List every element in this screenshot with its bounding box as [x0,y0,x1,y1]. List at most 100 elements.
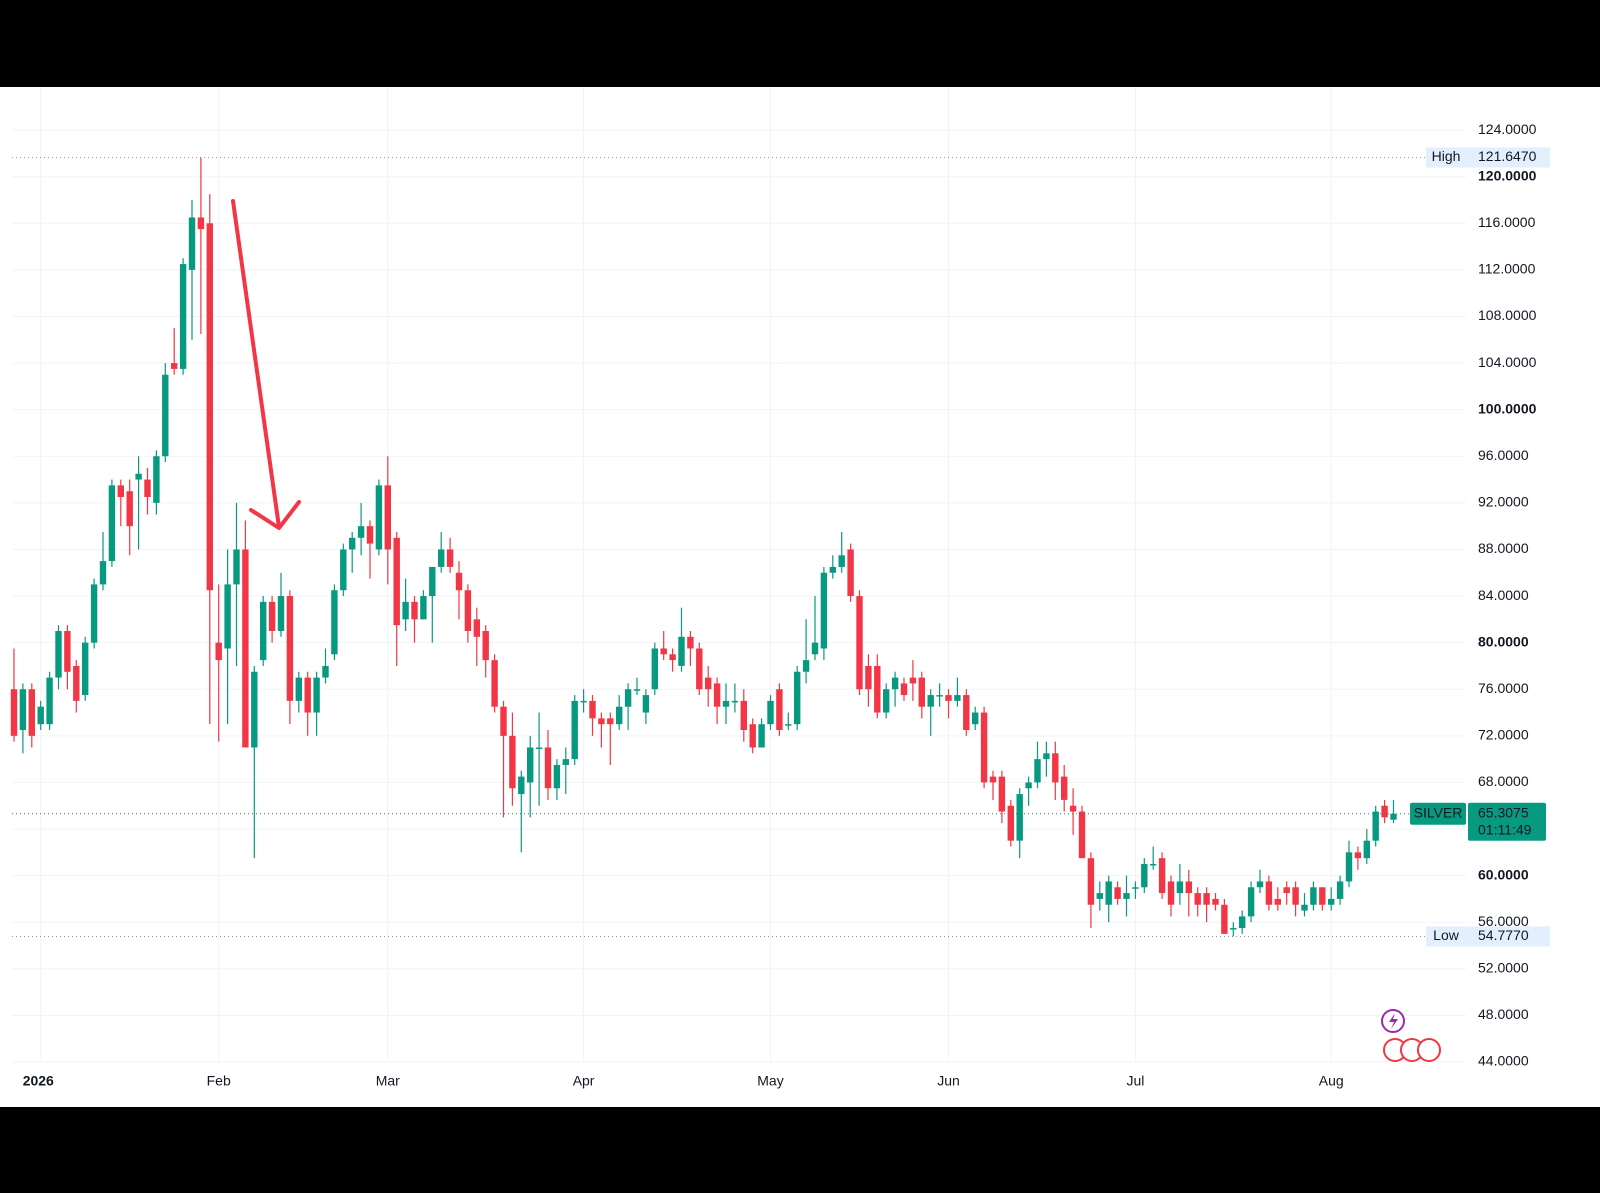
plot: 44.000048.000052.000056.000060.000064.00… [10,87,1550,1089]
candle-body [1328,898,1335,905]
candle-body [794,671,801,725]
candle-body [1025,782,1032,789]
candle-body [776,689,783,731]
candle-body [1069,805,1077,812]
candle-body [1105,881,1112,905]
price-tag [1468,802,1546,841]
candle-body [1034,759,1041,783]
candle-body [1007,805,1014,841]
y-tick-label: 44.0000 [1478,1053,1529,1069]
high-tag [1426,147,1550,168]
candle-body [491,660,498,707]
candle-body [900,683,908,696]
candle-body [277,596,285,631]
y-tick-label: 96.0000 [1478,447,1529,463]
candle-body [464,590,472,631]
candle-body [473,619,480,637]
candle-body [1221,904,1228,934]
candle-body [1381,805,1388,818]
candle-body [135,473,142,480]
candle-body [1176,881,1184,894]
y-tick-label: 48.0000 [1478,1006,1529,1022]
candle-body [918,677,925,707]
y-tick-label: 56.0000 [1478,913,1529,929]
candle-body [251,671,258,748]
candle-body [865,665,872,690]
candle-body [589,700,596,719]
y-tick-label: 68.0000 [1478,773,1529,789]
candle-body [598,718,605,725]
candle-body [46,677,53,725]
candle-body [108,485,116,562]
candle-body [883,689,890,713]
y-tick-label: 88.0000 [1478,540,1529,556]
candle-body [286,596,294,701]
candle-body [847,549,854,597]
candle-body [1345,852,1353,882]
candle-body [633,689,641,691]
x-tick-label: Mar [376,1073,400,1089]
candle-body [963,695,970,731]
candle-body [936,695,943,697]
candle-body [553,764,561,789]
y-tick-label: 120.0000 [1478,167,1537,183]
candle-body [357,526,365,538]
candle-body [37,706,44,725]
candle-body [1274,898,1281,905]
candle-body [1061,776,1068,800]
candle-body [980,712,988,783]
candle-body [1372,811,1379,841]
candle-body [535,747,543,749]
top-bar [0,0,1600,87]
y-tick-label: 100.0000 [1478,400,1537,416]
candle-body [989,776,997,783]
candle-body [313,677,320,713]
candle-body [571,700,578,760]
candle-body [722,700,730,707]
candle-body [740,700,747,731]
candle-body [544,747,552,789]
candle-body [446,549,454,567]
candle-body [179,264,187,369]
candle-body [242,549,249,748]
y-tick-label: 124.0000 [1478,121,1537,137]
candle-body [811,642,819,655]
candle-body [909,677,917,684]
candle-body [1265,881,1273,905]
candle-body [1043,753,1050,760]
y-tick-label: 108.0000 [1478,307,1537,323]
low-label: Low [1433,927,1460,943]
candle-body [731,700,739,703]
candle-body [1087,858,1095,905]
candle-body [206,223,213,591]
candle-body [820,572,828,649]
candle-body [1212,898,1219,905]
candle-body [1230,928,1237,930]
candle-body [678,636,685,666]
candle-body [126,491,133,527]
candle-body [1283,887,1290,894]
candle-body [785,724,792,726]
event-icons[interactable] [1381,1009,1441,1062]
y-tick-label: 112.0000 [1478,261,1536,277]
y-tick-label: 116.0000 [1478,214,1536,230]
symbol-tag [1410,802,1466,825]
candle-body [1052,753,1059,783]
candle-body [705,677,712,690]
candle-body [73,665,80,701]
candle-body [384,485,391,550]
candle-body [624,689,632,707]
candle-body [197,217,205,230]
bottom-bar [0,1107,1600,1193]
candle-body [90,584,98,643]
candle-body [153,456,160,503]
candle-body [224,584,231,649]
x-tick-label: Feb [207,1073,231,1089]
candle-body [162,374,169,457]
candle-body [99,561,107,585]
candle-body [1123,893,1130,899]
candle-body [1292,887,1299,905]
candle-body [660,648,667,655]
candle-body [1096,893,1103,899]
